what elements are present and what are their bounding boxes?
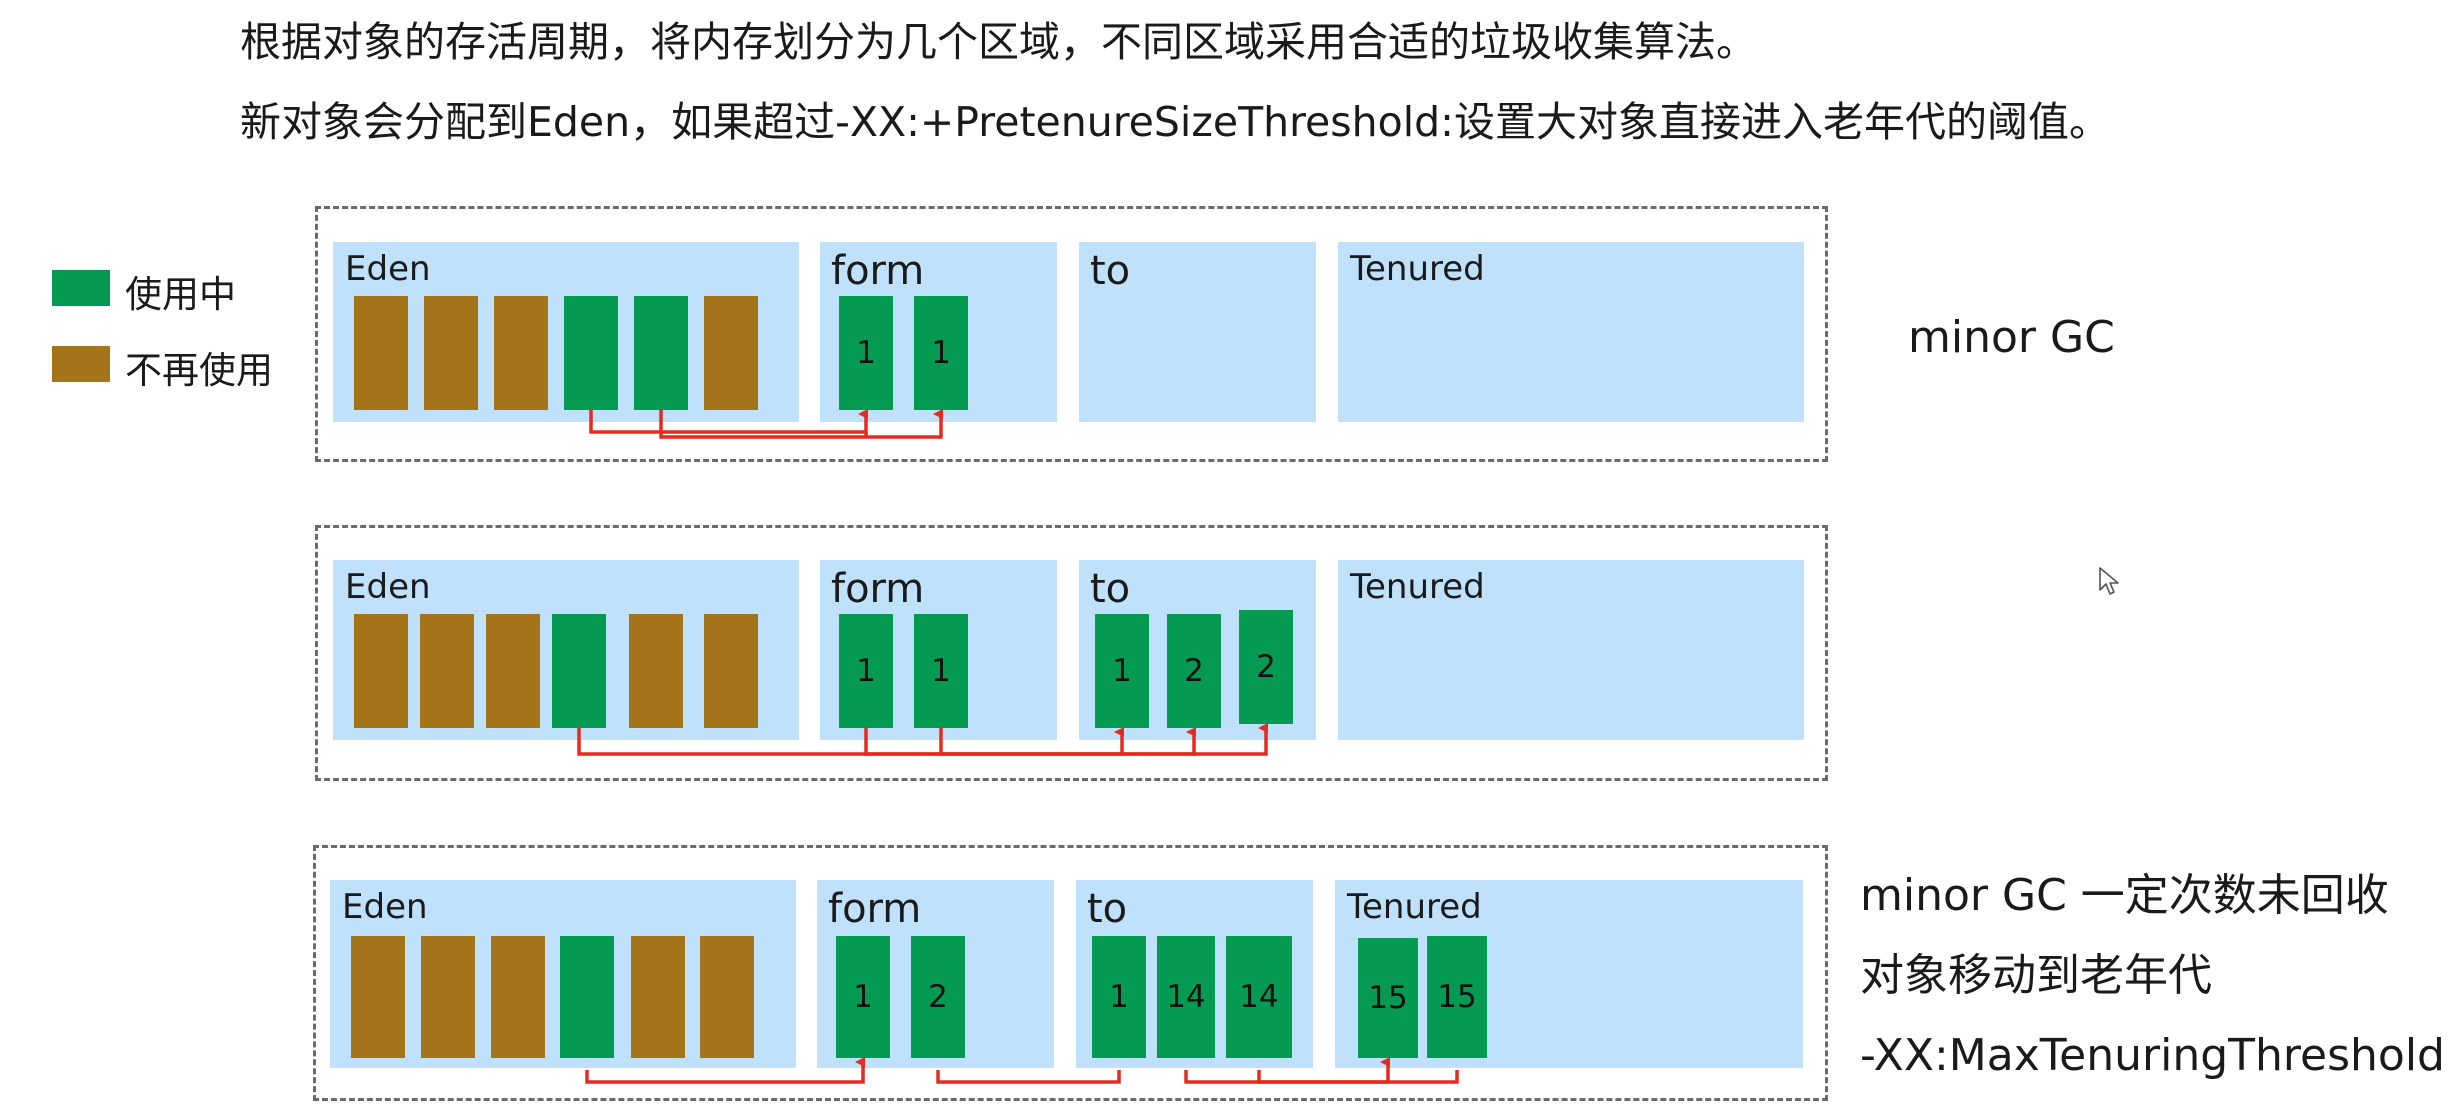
stage-2-to-object: 2: [1239, 610, 1293, 724]
stage-2-eden-object: [704, 614, 758, 728]
stage-3-to-object: 14: [1226, 936, 1292, 1058]
stage-3-tenured-object: 15: [1427, 936, 1487, 1058]
stage-2-to-object: 2: [1167, 614, 1221, 728]
stage-3-note-line-1: minor GC 一定次数未回收: [1860, 870, 2389, 921]
stage-1-eden-object: [634, 296, 688, 410]
stage-1-eden-object: [424, 296, 478, 410]
stage-1-note: minor GC: [1908, 312, 2115, 363]
legend-live-swatch: [52, 270, 110, 306]
stage-3-tenured-label: Tenured: [1347, 887, 1482, 927]
stage-3-to-label: to: [1087, 886, 1128, 932]
legend-dead-swatch: [52, 346, 110, 382]
stage-3-from-label: form: [828, 886, 922, 932]
stage-1-to-label: to: [1090, 248, 1131, 294]
stage-2-eden-object: [629, 614, 683, 728]
stage-2-to-object: 1: [1095, 614, 1149, 728]
stage-2-from-object: 1: [839, 614, 893, 728]
stage-2-from-object: 1: [914, 614, 968, 728]
intro-line-1: 根据对象的存活周期，将内存划分为几个区域，不同区域采用合适的垃圾收集算法。: [240, 18, 1757, 66]
stage-2-eden-object: [486, 614, 540, 728]
stage-3-eden-object: [631, 936, 685, 1058]
stage-3: [313, 845, 1828, 1101]
stage-3-note-line-2: 对象移动到老年代: [1860, 950, 2212, 1001]
legend-dead-label: 不再使用: [125, 349, 273, 392]
stage-3-eden-object: [421, 936, 475, 1058]
stage-1-from-object: 1: [914, 296, 968, 410]
stage-3-tenured-object: 15: [1358, 938, 1418, 1058]
stage-2-from-label: form: [831, 566, 925, 612]
stage-2-tenured-label: Tenured: [1350, 567, 1485, 607]
stage-1-eden-object: [564, 296, 618, 410]
legend-live-label: 使用中: [125, 273, 236, 316]
stage-1-tenured-label: Tenured: [1350, 249, 1485, 289]
stage-1-eden-object: [704, 296, 758, 410]
stage-2-tenured-region: [1338, 560, 1804, 740]
stage-3-eden-object: [700, 936, 754, 1058]
stage-3-to-object: 1: [1092, 936, 1146, 1058]
stage-1-eden-label: Eden: [345, 249, 431, 289]
stage-1-eden-object: [354, 296, 408, 410]
stage-2-eden-object: [420, 614, 474, 728]
stage-3-eden-object: [560, 936, 614, 1058]
stage-2-to-label: to: [1090, 566, 1131, 612]
stage-1-from-object: 1: [839, 296, 893, 410]
stage-2: [315, 525, 1828, 781]
stage-3-eden-object: [351, 936, 405, 1058]
intro-line-2: 新对象会分配到Eden，如果超过-XX:+PretenureSizeThresh…: [240, 98, 2110, 146]
stage-1-from-label: form: [831, 248, 925, 294]
stage-2-eden-label: Eden: [345, 567, 431, 607]
stage-3-from-object: 2: [911, 936, 965, 1058]
stage-3-note-line-3: -XX:MaxTenuringThreshold: [1860, 1030, 2445, 1081]
stage-3-eden-label: Eden: [342, 887, 428, 927]
stage-3-from-object: 1: [836, 936, 890, 1058]
stage-1-tenured-region: [1338, 242, 1804, 422]
stage-1-to-region: [1079, 242, 1316, 422]
stage-1: [315, 206, 1828, 462]
stage-3-to-object: 14: [1157, 936, 1215, 1058]
stage-3-eden-object: [491, 936, 545, 1058]
mouse-cursor-icon: [2099, 567, 2119, 595]
stage-2-eden-object: [552, 614, 606, 728]
stage-1-eden-object: [494, 296, 548, 410]
stage-2-eden-object: [354, 614, 408, 728]
